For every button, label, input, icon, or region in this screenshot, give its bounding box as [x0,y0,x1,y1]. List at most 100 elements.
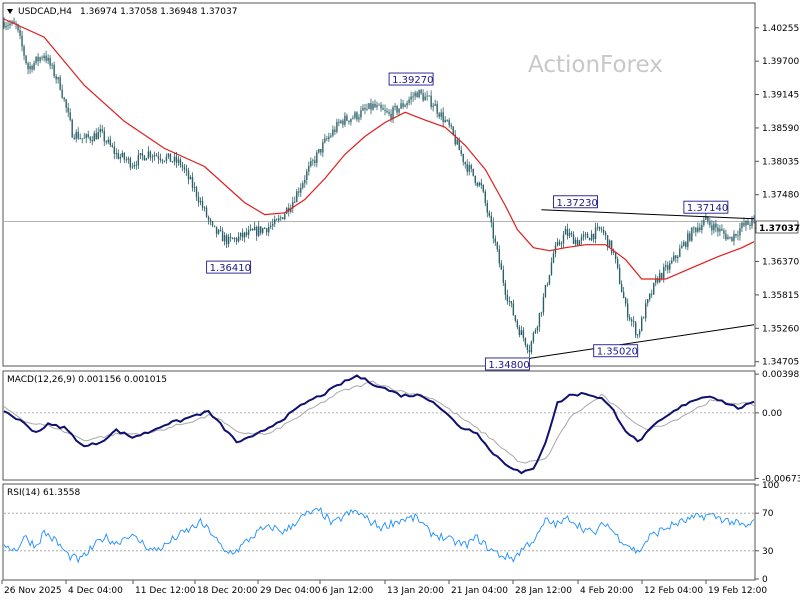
macd-panel-frame[interactable] [2,370,756,481]
candle-body [464,162,466,165]
candle-body [27,63,29,70]
candle-body [187,170,190,180]
candle-body [346,115,348,121]
candle-body [622,292,625,299]
candle-body [522,330,525,338]
candle-body [616,258,619,268]
candle-body [348,120,350,123]
x-tick-label: 6 Jan 12:00 [322,586,374,596]
candle-body [628,317,631,320]
candle-body [151,156,154,158]
candle-body [534,330,537,333]
moving-average-line [3,18,755,280]
candle-body [207,216,210,220]
candle-body [618,267,621,284]
candle-body [274,219,276,224]
candle-body [153,155,156,157]
lower-trendline[interactable] [529,324,755,359]
candle-body [586,234,589,239]
candle-body [292,201,294,209]
candle-body [528,349,531,353]
candle-body [550,262,553,275]
candle-body [364,107,366,110]
candle-body [276,219,278,221]
candle-body [33,62,35,70]
candle-body [181,165,184,168]
candle-body [141,153,144,156]
x-tick-label: 12 Feb 04:00 [644,586,703,596]
candle-body [416,92,418,98]
price-tick-label: 1.38590 [762,124,799,134]
candle-body [496,242,499,250]
price-panel-frame[interactable] [2,2,756,367]
candle-body [396,106,398,113]
candle-body [259,226,262,233]
candle-body [45,55,47,61]
candle-body [97,132,99,140]
price-annotation-label: 1.37140 [687,203,728,214]
rsi-grid [4,512,754,552]
candle-body [460,150,462,154]
candle-body [131,166,134,168]
candle-body [731,236,733,241]
candle-body [510,301,513,304]
candle-body [57,77,59,80]
candle-body [544,285,547,297]
candle-body [358,117,360,120]
candle-body [649,293,651,300]
candle-body [452,126,454,135]
candle-body [73,137,75,139]
x-tick-label: 19 Feb 12:00 [708,586,767,596]
candle-body [715,223,717,228]
candle-body [492,222,495,239]
candle-body [482,185,484,192]
candle-body [19,29,21,36]
candle-body [296,191,298,203]
candle-body [382,108,384,110]
candle-body [237,236,240,242]
candle-body [474,175,476,183]
candle-body [55,76,57,80]
candle-body [502,269,505,283]
candle-body [23,46,25,56]
upper-trendline[interactable] [541,209,755,220]
candle-body [270,225,272,227]
candle-body [645,303,647,319]
candle-body [320,148,322,153]
macd-tick-label: -0.006737 [762,474,800,484]
symbol-dropdown-icon[interactable] [7,9,13,14]
candle-body [149,151,152,158]
price-annotation-label: 1.35020 [597,347,638,358]
price-annotation-label: 1.36410 [210,263,251,274]
candle-body [536,326,539,331]
candle-body [247,230,250,235]
candle-body [332,129,334,136]
x-tick-label: 29 Dec 04:00 [260,586,321,596]
candle-body [340,120,342,123]
candle-body [85,134,87,138]
candle-body [418,90,420,98]
candle-body [362,107,364,111]
price-tick-label: 1.39145 [762,91,799,101]
candle-body [500,263,503,270]
candle-body [5,25,7,28]
price-annotation-box [484,357,530,371]
candle-body [448,120,450,126]
candle-body [697,227,699,232]
candle-body [105,141,107,143]
price-candles [3,17,755,357]
rsi-tick-label: 0 [762,575,768,585]
candle-body [352,117,354,119]
candle-body [560,243,563,245]
candle-body [53,64,55,77]
candle-body [636,334,639,336]
candle-body [261,228,264,233]
candle-body [733,233,735,241]
candle-body [671,260,673,264]
rsi-panel-frame[interactable] [2,483,756,581]
candle-body [713,223,715,231]
candle-body [111,145,113,147]
candle-body [494,238,497,243]
candle-body [719,228,721,232]
